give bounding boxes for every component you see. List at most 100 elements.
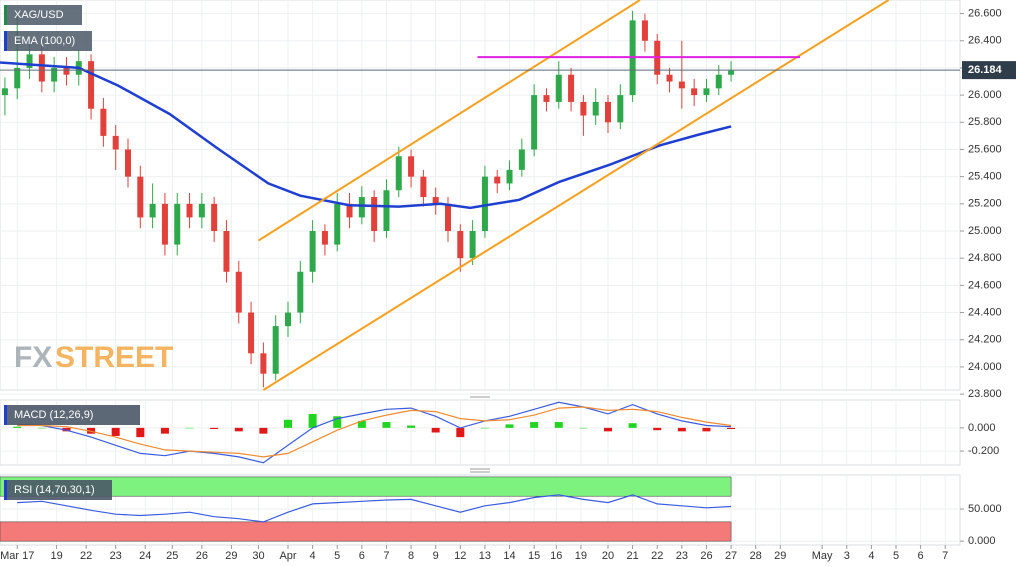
candle-body [346,203,353,218]
candle-body [481,176,488,232]
x-tick-label: 23 [110,550,122,562]
candle-body [666,74,673,82]
histogram-bar [653,427,662,431]
x-tick-label: Mar 17 [0,550,34,562]
x-tick-label: 26 [196,550,208,562]
histogram-bar [727,427,736,430]
x-tick-label: Apr [279,550,296,562]
histogram-bar [628,423,637,428]
x-tick-label: 29 [225,550,237,562]
histogram-bar [308,413,317,428]
histogram-bar [530,422,539,428]
x-tick-label: 5 [893,550,899,562]
symbol-title: XAG/USD [14,9,64,21]
last-price-label: 26.184 [968,64,1003,76]
candle-body [174,203,181,245]
histogram-bar [234,427,243,432]
x-tick-label: 15 [528,550,540,562]
candle-body [617,95,624,123]
y-tick-label: 25.600 [968,143,1002,155]
x-tick-label: 12 [454,550,466,562]
candle-body [112,135,119,150]
watermark: STREET [55,341,173,374]
y-tick-label: 26.400 [968,35,1002,47]
candle-body [334,203,341,245]
x-tick-label: 20 [602,550,614,562]
candle-body [580,101,587,116]
price-panel [0,0,961,391]
candle-body [14,67,21,89]
candle-body [408,156,415,177]
x-tick-label: 16 [550,550,562,562]
histogram-bar [382,422,391,428]
x-tick-label: 7 [942,550,948,562]
x-tick-label: 19 [575,550,587,562]
histogram-bar [111,427,120,436]
histogram-bar [13,426,22,428]
rsi-band [0,476,732,497]
histogram-bar [604,427,612,432]
x-tick-label: May [812,550,833,562]
x-tick-label: 7 [383,550,389,562]
x-tick-label: 21 [626,550,638,562]
histogram-bar [554,422,563,428]
histogram-bar [677,427,686,432]
candle-body [223,231,230,272]
candle-body [691,88,698,96]
x-tick-label: 3 [844,550,850,562]
pane-splitter[interactable] [470,468,490,473]
candle-body [285,312,291,327]
candle-body [457,231,464,259]
candle-body [494,176,501,184]
indicator-line [17,406,732,458]
legend-box [4,31,92,51]
candle-body [445,203,451,232]
histogram-bar [702,427,711,432]
candle-body [518,149,525,170]
histogram-bar [480,427,489,429]
candle-body [703,88,710,96]
candle-body [51,67,58,82]
histogram-bar [407,425,416,428]
candle-body [309,231,316,272]
indicator-box [4,480,112,500]
x-tick-label: 9 [433,550,439,562]
x-tick-label: 22 [80,550,92,562]
trend-line [262,0,890,391]
legend-swatch [4,31,7,51]
x-tick-label: 26 [700,550,712,562]
trend-line [257,0,641,242]
candle-body [543,95,550,102]
histogram-bar [579,427,588,429]
candle-body [272,326,279,374]
candle-body [235,271,242,313]
x-tick-label: 22 [651,550,663,562]
x-tick-label: 6 [359,550,365,562]
histogram-bar [284,419,292,428]
candle-body [555,74,562,102]
histogram-bar [160,427,169,434]
candle-body [88,61,95,109]
y-tick-label: 24.400 [968,306,1002,318]
candle-body [371,197,378,232]
candle-body [38,54,45,82]
candle-body [137,176,144,218]
histogram-bar [136,427,145,438]
candle-body [358,197,365,218]
x-tick-label: 5 [334,550,340,562]
x-tick-label: 25 [166,550,178,562]
indicator-box [4,405,140,425]
y-tick-label: 24.600 [968,279,1002,291]
histogram-bar [505,424,514,428]
x-tick-label: 27 [725,550,737,562]
rsi-band [0,521,732,542]
histogram-bar [333,416,342,428]
candle-body [26,54,33,68]
x-tick-label: 4 [310,550,316,562]
x-tick-label: 19 [50,550,62,562]
y-tick-label: 24.800 [968,252,1002,264]
candle-body [125,149,131,177]
candle-body [186,203,193,218]
ema-line [0,61,732,210]
